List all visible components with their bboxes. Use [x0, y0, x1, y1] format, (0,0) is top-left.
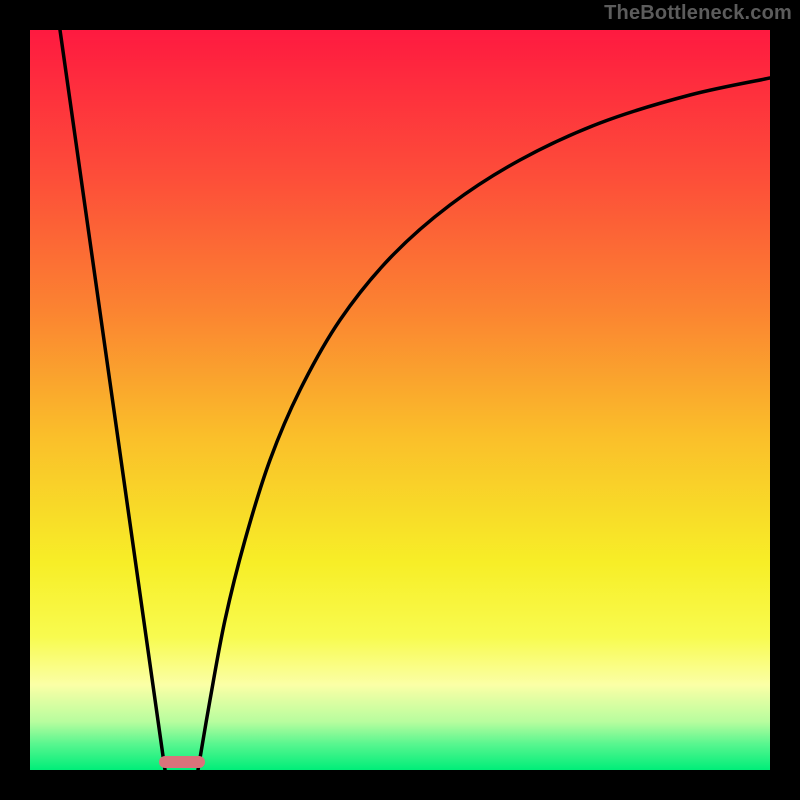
gradient-background	[30, 30, 770, 770]
chart-container: TheBottleneck.com	[0, 0, 800, 800]
chart-svg	[0, 0, 800, 800]
watermark-text: TheBottleneck.com	[604, 2, 792, 25]
minimum-marker	[159, 756, 205, 768]
